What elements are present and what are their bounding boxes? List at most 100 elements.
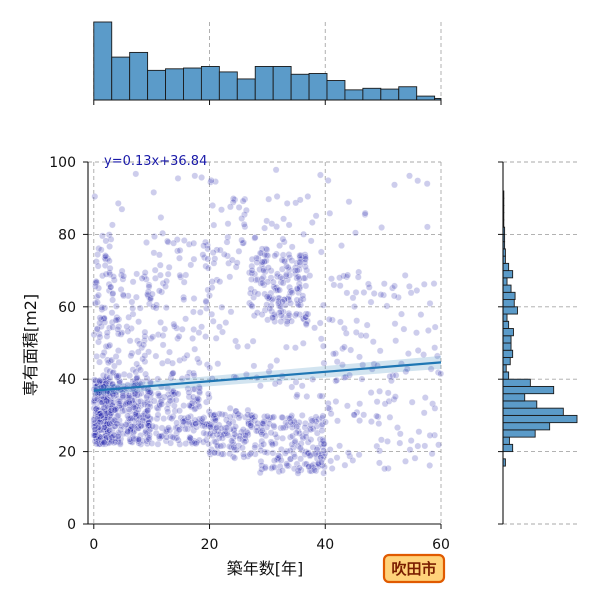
scatter-point [265,368,273,375]
scatter-point [173,419,181,427]
scatter-point [336,318,344,326]
scatter-point [102,252,110,260]
scatter-point [309,425,317,433]
scatter-point [347,346,355,354]
scatter-point [288,383,296,391]
scatter-point [279,424,287,432]
scatter-point [190,326,198,333]
scatter-point [350,411,358,419]
y-tick-label: 0 [67,517,76,533]
scatter-point [404,350,412,358]
scatter-point [286,447,294,455]
scatter-point [288,289,296,297]
scatter-point [320,440,328,448]
scatter-point [105,257,113,265]
right-hist-bar [502,328,514,337]
scatter-point [251,270,259,278]
scatter-point [293,391,301,399]
scatter-point [261,448,269,456]
scatter-point [332,398,340,405]
scatter-point [274,286,282,294]
scatter-point [149,422,157,430]
scatter-point [115,372,123,380]
scatter-point [209,249,217,257]
scatter-point [291,344,299,352]
scatter-point [215,434,223,442]
top-hist-bar [290,73,310,101]
scatter-point [231,454,239,462]
scatter-point [185,401,193,409]
scatter-point [423,180,431,188]
scatter-point [145,283,153,291]
scatter-point [338,361,346,369]
right-hist-bar [502,277,508,286]
scatter-point [185,240,193,248]
scatter-point [91,193,99,200]
scatter-point [154,375,162,383]
top-hist-bar [183,67,202,101]
scatter-point [240,453,248,461]
scatter-point [415,428,423,436]
scatter-point [157,214,165,221]
scatter-point [426,431,434,439]
scatter-point [342,329,350,337]
right-hist-bar [502,407,564,416]
scatter-point [143,239,150,246]
scatter-point [113,372,121,380]
scatter-point [285,296,293,304]
scatter-point [302,320,310,328]
scatter-point [248,275,255,283]
scatter-point [114,432,122,440]
scatter-point [226,273,234,281]
scatter-point [117,286,125,293]
top-hist-bar [380,88,400,101]
scatter-point [234,410,242,418]
scatter-point [261,413,268,421]
scatter-point [322,418,329,426]
scatter-point [378,224,386,231]
scatter-point [90,416,98,424]
scatter-point [196,308,204,316]
scatter-point [334,417,341,425]
top-hist-bar [129,51,149,101]
scatter-point [261,464,269,472]
scatter-point [134,348,142,356]
scatter-point [391,320,399,328]
scatter-point [241,438,248,446]
scatter-point [254,419,262,427]
scatter-point [252,427,260,435]
scatter-point [279,434,287,442]
scatter-point [120,272,128,280]
scatter-point [208,284,216,292]
scatter-point [265,293,273,301]
scatter-point [320,359,328,367]
scatter-point [306,451,314,459]
scatter-point [144,288,152,296]
scatter-point [367,298,375,306]
scatter-point [259,420,267,428]
scatter-point [293,310,300,318]
scatter-point [240,220,248,228]
scatter-point [263,449,271,457]
scatter-point [99,440,107,448]
scatter-point [154,440,162,448]
scatter-point [273,357,281,364]
top-hist-bar [254,66,274,101]
scatter-point [326,209,334,217]
scatter-point [172,396,180,404]
scatter-point [305,463,313,471]
scatter-point [361,209,369,217]
scatter-point [247,421,255,429]
scatter-point [92,278,100,285]
right-hist-bar [502,422,551,431]
scatter-point [206,364,214,372]
scatter-point [163,433,171,441]
scatter-point [210,428,218,435]
scatter-point [141,328,149,336]
right-hist-bar [502,284,512,293]
scatter-point [280,215,288,223]
scatter-point [247,301,255,309]
top-hist-bar [326,80,346,101]
scatter-point [97,433,104,441]
scatter-point [400,325,408,333]
